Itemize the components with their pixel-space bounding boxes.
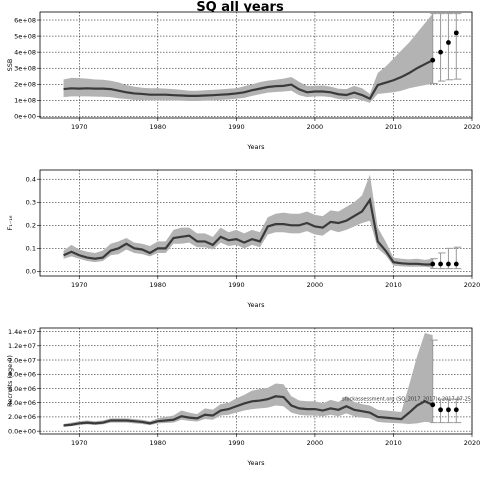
y-tick-label: 6.0e+06 — [8, 385, 36, 393]
projection-point — [453, 30, 459, 36]
y-tick-label: 5e+08 — [14, 32, 36, 40]
projection-point — [430, 402, 436, 408]
projection-point — [438, 261, 443, 267]
projection-point — [446, 261, 451, 267]
y-tick-label: 2.0e+06 — [8, 413, 36, 421]
x-axis-label: Years — [246, 143, 265, 151]
projection-point — [438, 49, 443, 55]
x-tick-label: 2010 — [385, 439, 402, 447]
x-tick-label: 1980 — [150, 123, 167, 131]
y-tick-label: 0.1 — [26, 245, 36, 253]
x-tick-label: 1990 — [228, 281, 245, 289]
x-tick-label: 1990 — [228, 123, 245, 131]
projection-point — [438, 407, 443, 413]
y-tick-label: 0.2 — [26, 222, 36, 230]
x-tick-label: 1970 — [71, 123, 88, 131]
y-tick-label: 0.4 — [26, 176, 36, 184]
confidence-band — [63, 174, 433, 268]
x-tick-label: 2000 — [307, 439, 324, 447]
x-tick-label: 1980 — [150, 439, 167, 447]
recruits-panel: 1970 1980 1990 2000 2010 2020 0.0e+00 2.0e+06 4.… — [6, 327, 480, 467]
y-tick-label: 1.4e+07 — [8, 328, 36, 336]
x-tick-label: 1970 — [71, 439, 88, 447]
y-tick-label: 1.2e+07 — [8, 342, 36, 350]
x-tick-label: 2020 — [464, 123, 480, 131]
x-tick-label: 1980 — [150, 281, 167, 289]
y-tick-label: 1.0e+07 — [8, 356, 36, 364]
chart-title: SQ all years — [196, 0, 284, 15]
ssb-panel: 1970 1980 1990 2000 2010 2020 0e+00 1e+08 2e+08 3… — [6, 11, 480, 151]
y-tick-label: 8.0e+06 — [8, 371, 36, 379]
projection-point — [453, 407, 459, 413]
x-tick-label: 2020 — [464, 281, 480, 289]
y-axis-label: SSB — [6, 59, 14, 72]
x-tick-label: 2010 — [385, 281, 402, 289]
projection-point — [453, 261, 459, 267]
x-tick-label: 2010 — [385, 123, 402, 131]
median-line — [63, 395, 434, 427]
y-tick-label: 1e+08 — [14, 97, 36, 105]
projection-point — [430, 57, 436, 63]
median-line — [63, 197, 433, 266]
median-line — [63, 59, 434, 101]
watermark-annotation: stockassessment.org (SQ_2017_2017)c 2017… — [342, 397, 471, 403]
y-tick-label: 6e+08 — [14, 16, 36, 24]
x-axis-label: Years — [246, 459, 265, 467]
y-tick-label: 2e+08 — [14, 81, 36, 89]
y-axis-label: F₁₋₁₆ — [6, 215, 14, 230]
x-tick-label: 2020 — [464, 439, 480, 447]
y-tick-label: 4.0e+06 — [8, 399, 36, 407]
x-tick-label: 2000 — [307, 281, 324, 289]
plot-frame — [39, 169, 473, 277]
projection-point — [430, 261, 436, 267]
fishing-mortality-panel: 1970 1980 1990 2000 2010 2020 0.0 0.1 0.2 0.3 0.4 Y… — [6, 169, 480, 309]
y-tick-label: 0.3 — [26, 199, 36, 207]
y-tick-label: 0.0 — [26, 268, 36, 276]
x-tick-label: 1970 — [71, 281, 88, 289]
y-axis-label: Recruits (age 0) — [6, 355, 14, 407]
y-tick-label: 0e+00 — [14, 113, 36, 121]
confidence-band — [63, 13, 433, 103]
projection-point — [446, 407, 451, 413]
projection-point — [446, 40, 451, 45]
x-tick-label: 2000 — [307, 123, 324, 131]
y-tick-label: 0.0e+00 — [8, 427, 36, 435]
confidence-band — [63, 332, 433, 427]
x-axis-label: Years — [246, 301, 265, 309]
y-tick-label: 4e+08 — [14, 48, 36, 56]
y-tick-label: 3e+08 — [14, 65, 36, 73]
x-tick-label: 1990 — [228, 439, 245, 447]
